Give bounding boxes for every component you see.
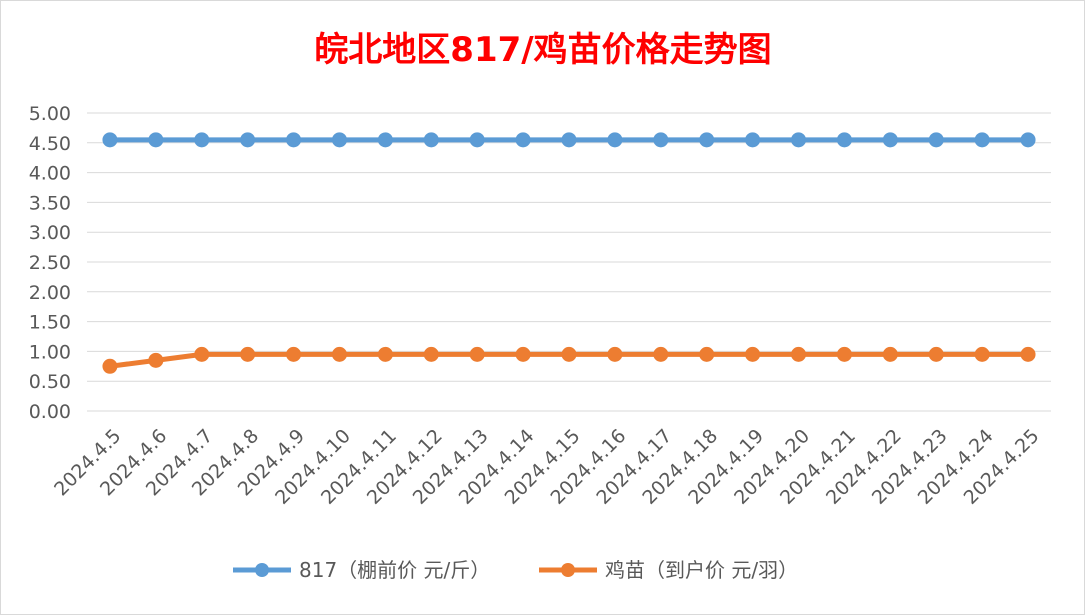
data-point bbox=[469, 346, 485, 362]
x-axis-tick-labels: 2024.4.52024.4.62024.4.72024.4.82024.4.9… bbox=[50, 425, 1043, 509]
data-point bbox=[607, 132, 623, 148]
y-tick-label: 4.00 bbox=[29, 163, 71, 185]
data-point bbox=[607, 346, 623, 362]
legend-entry: 817（棚前价 元/斤） bbox=[233, 558, 490, 582]
y-axis-tick-labels: 0.00 0.50 1.00 1.50 2.00 2.50 3.00 3.50 4.00 4.50… bbox=[29, 103, 71, 423]
data-point bbox=[1020, 132, 1036, 148]
legend-entry: 鸡苗（到户价 元/羽） bbox=[539, 558, 798, 582]
data-point bbox=[286, 132, 302, 148]
y-tick-label: 1.00 bbox=[29, 341, 71, 363]
data-point bbox=[515, 132, 531, 148]
data-point bbox=[102, 132, 118, 148]
data-point bbox=[194, 132, 210, 148]
series-1 bbox=[102, 132, 1036, 148]
data-point bbox=[791, 132, 807, 148]
y-tick-label: 3.00 bbox=[29, 222, 71, 244]
gridlines bbox=[87, 112, 1051, 412]
data-point bbox=[240, 132, 256, 148]
legend-label: 817（棚前价 元/斤） bbox=[299, 558, 490, 582]
data-point bbox=[515, 346, 531, 362]
data-point bbox=[882, 132, 898, 148]
data-point bbox=[377, 132, 393, 148]
data-point bbox=[469, 132, 485, 148]
data-point bbox=[1020, 346, 1036, 362]
y-tick-label: 0.50 bbox=[29, 371, 71, 393]
data-point bbox=[653, 132, 669, 148]
data-point bbox=[423, 132, 439, 148]
data-point bbox=[331, 346, 347, 362]
data-point bbox=[745, 132, 761, 148]
data-point bbox=[377, 346, 393, 362]
data-point bbox=[836, 346, 852, 362]
data-point bbox=[974, 346, 990, 362]
y-tick-label: 3.50 bbox=[29, 192, 71, 214]
data-point bbox=[561, 346, 577, 362]
data-point bbox=[974, 132, 990, 148]
y-tick-label: 4.50 bbox=[29, 133, 71, 155]
data-point bbox=[928, 346, 944, 362]
data-point bbox=[423, 346, 439, 362]
chart-title: 皖北地区817/鸡苗价格走势图 bbox=[314, 30, 771, 70]
data-point bbox=[699, 346, 715, 362]
y-tick-label: 2.00 bbox=[29, 282, 71, 304]
series-2 bbox=[102, 346, 1036, 374]
series-lines bbox=[102, 132, 1036, 374]
data-point bbox=[286, 346, 302, 362]
data-point bbox=[148, 132, 164, 148]
y-tick-label: 1.50 bbox=[29, 312, 71, 334]
data-point bbox=[745, 346, 761, 362]
legend-label: 鸡苗（到户价 元/羽） bbox=[605, 558, 798, 582]
data-point bbox=[791, 346, 807, 362]
legend-marker bbox=[561, 563, 575, 577]
y-tick-label: 0.00 bbox=[29, 401, 71, 423]
data-point bbox=[699, 132, 715, 148]
y-tick-label: 2.50 bbox=[29, 252, 71, 274]
data-point bbox=[102, 358, 118, 374]
data-point bbox=[240, 346, 256, 362]
data-point bbox=[928, 132, 944, 148]
y-tick-label: 5.00 bbox=[29, 103, 71, 125]
data-point bbox=[561, 132, 577, 148]
data-point bbox=[148, 352, 164, 368]
data-point bbox=[836, 132, 852, 148]
data-point bbox=[194, 346, 210, 362]
data-point bbox=[653, 346, 669, 362]
legend-marker bbox=[255, 563, 269, 577]
data-point bbox=[331, 132, 347, 148]
legend: 817（棚前价 元/斤） 鸡苗（到户价 元/羽） bbox=[233, 558, 798, 582]
data-point bbox=[882, 346, 898, 362]
